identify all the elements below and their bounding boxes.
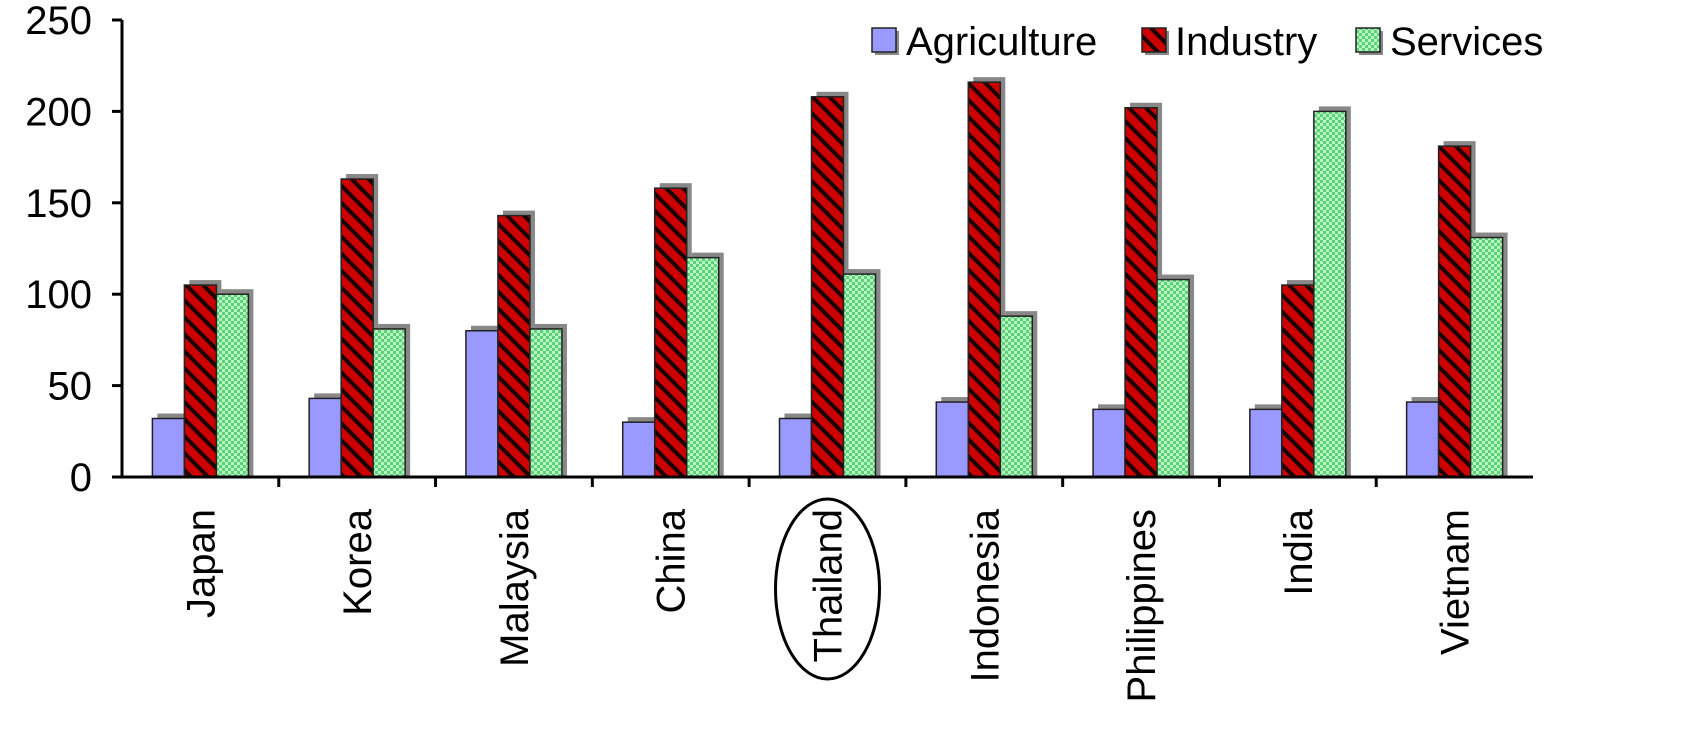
bar-agriculture — [778, 417, 813, 478]
legend-label: Services — [1390, 20, 1543, 64]
bar-industry — [497, 214, 531, 478]
highlight-ellipse — [774, 497, 881, 681]
bar-agriculture — [1405, 401, 1440, 478]
legend-swatch-agriculture — [871, 27, 897, 53]
y-tick-label: 250 — [25, 0, 92, 43]
bar-agriculture — [151, 417, 186, 478]
bar-agriculture — [621, 421, 656, 478]
bar-industry — [653, 187, 688, 478]
bar-agriculture — [1249, 408, 1283, 478]
y-tick-label: 150 — [25, 182, 92, 226]
y-tick-label: 50 — [48, 365, 93, 409]
bar-services — [842, 273, 877, 478]
x-category-label: Japan — [179, 509, 223, 618]
legend-swatch-services — [1355, 27, 1381, 53]
bar-agriculture — [308, 397, 342, 478]
bar-services — [215, 293, 250, 478]
bar-industry — [810, 96, 845, 478]
y-tick-label: 0 — [70, 456, 92, 500]
bar-industry — [1281, 284, 1315, 478]
x-category-label: China — [650, 508, 694, 613]
bar-industry — [340, 178, 374, 478]
legend-swatch-industry — [1141, 27, 1167, 53]
bar-services — [372, 328, 406, 478]
bar-agriculture — [1092, 408, 1126, 478]
x-category-label: Malaysia — [493, 508, 537, 667]
x-category-label: Vietnam — [1434, 509, 1478, 655]
bar-industry — [1124, 106, 1158, 478]
bar-services — [1156, 278, 1190, 478]
plot-area: 0 50 100 150 200 250 Japan Korea Malaysia China Th… — [25, 0, 1533, 702]
x-category-label: Korea — [336, 508, 380, 615]
bar-industry — [1437, 145, 1472, 478]
x-category-label: India — [1277, 508, 1321, 595]
x-category-label: Philippines — [1120, 509, 1164, 702]
y-tick-label: 100 — [25, 273, 92, 317]
bar-agriculture — [935, 401, 970, 478]
legend-label: Industry — [1175, 20, 1317, 64]
bar-industry — [967, 81, 1002, 478]
y-tick-label: 200 — [25, 90, 92, 134]
bar-agriculture — [465, 330, 499, 478]
bar-services — [1469, 236, 1504, 478]
x-category-label: Indonesia — [963, 508, 1007, 682]
bar-services — [999, 315, 1034, 478]
bar-services — [529, 328, 563, 478]
bar-industry — [183, 284, 218, 478]
x-category-label: Thailand — [807, 509, 851, 662]
legend: Agriculture Industry Services — [871, 20, 1543, 64]
bar-services — [685, 256, 720, 478]
legend-label: Agriculture — [906, 20, 1097, 64]
bar-services — [1313, 110, 1347, 478]
